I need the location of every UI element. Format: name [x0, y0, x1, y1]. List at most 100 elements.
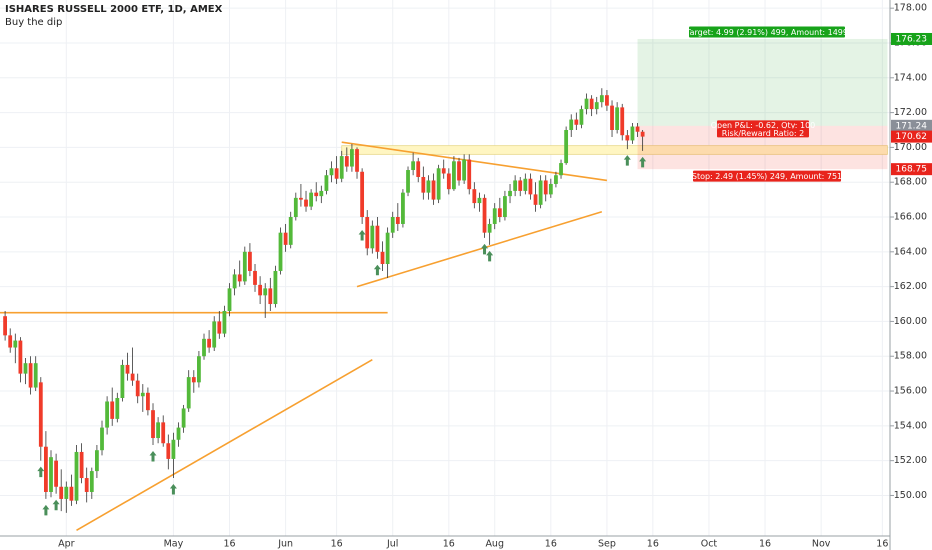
candle-body [625, 135, 630, 141]
candle-body [436, 168, 441, 200]
candle-body [278, 232, 283, 271]
candle-body [467, 159, 472, 190]
x-tick-label: Aug [485, 539, 504, 550]
candle-body [227, 288, 232, 311]
y-tick-label: 168.00 [894, 177, 927, 188]
candle-body [105, 401, 110, 428]
candle-body [54, 460, 59, 487]
candle-body [120, 364, 125, 398]
candle-body [574, 119, 579, 125]
candle-body [309, 192, 314, 207]
x-tick-label: Jul [386, 539, 398, 550]
pnl-label: Open P&L: -0.62, Qty: 100 [711, 121, 816, 130]
candle-body [630, 126, 635, 141]
x-tick-label: 16 [647, 539, 659, 550]
entry-price: 171.24 [896, 121, 928, 131]
candle-body [334, 168, 339, 179]
stop-label-box [693, 170, 841, 182]
candle-body [283, 232, 288, 245]
x-tick-label: Apr [58, 539, 75, 550]
y-tick-label: 178.00 [894, 3, 927, 14]
candle-body [599, 95, 604, 103]
candle-body [446, 173, 451, 190]
candle-body [146, 392, 150, 411]
candle-body [548, 183, 553, 195]
candle-body [293, 197, 298, 218]
candle-body [212, 321, 217, 348]
candle-body [350, 149, 354, 167]
candle-body [503, 196, 507, 218]
candle-body [319, 190, 324, 197]
x-tick-label: 16 [223, 539, 235, 550]
x-tick-label: 16 [443, 539, 455, 550]
candle-body [360, 171, 365, 218]
candle-body [344, 156, 349, 167]
target-price-box [891, 32, 932, 45]
candle-body [554, 175, 558, 184]
candle-body [508, 190, 512, 197]
last-price-box [891, 130, 932, 143]
chart-subtitle: Buy the dip [5, 17, 62, 28]
signal-arrow [373, 264, 381, 276]
candle-body [569, 119, 574, 130]
stop-price-box [891, 163, 932, 176]
candle-body [610, 105, 614, 130]
candle-body [533, 194, 538, 205]
candle-body [355, 149, 359, 172]
candle-body [324, 175, 329, 191]
candle-body [288, 217, 293, 245]
candle-body [242, 251, 247, 282]
ratio-label: Risk/Reward Ratio: 2 [722, 129, 804, 138]
candle-body [181, 408, 186, 428]
ratio-label-box [717, 128, 809, 138]
candle-body [416, 161, 421, 177]
candle-body [135, 380, 140, 397]
candle-body [513, 180, 518, 191]
candle-body [523, 178, 528, 191]
y-tick-label: 152.00 [894, 455, 927, 466]
candle-body [304, 199, 308, 207]
candle-body [395, 217, 400, 224]
target-zone [637, 38, 888, 126]
candle-body [370, 225, 375, 249]
y-tick-label: 166.00 [894, 212, 927, 223]
target-price: 176.23 [896, 34, 928, 44]
candle-body [375, 225, 380, 252]
candle-body [605, 95, 609, 106]
candle-body [411, 161, 416, 171]
candle-body [589, 98, 594, 110]
candle-body [635, 126, 640, 132]
candle-body [222, 310, 227, 334]
candle-body [130, 373, 135, 381]
entry-price-box [891, 119, 932, 132]
x-tick-label: Sep [598, 539, 616, 550]
signal-arrow [149, 450, 157, 462]
candle-body [457, 161, 461, 181]
signal-arrow [639, 156, 647, 168]
candle-body [543, 180, 548, 195]
pnl-label-box [717, 120, 809, 130]
candle-body [390, 217, 395, 233]
signal-arrow [169, 484, 177, 495]
candle-body [482, 197, 487, 233]
candle-body [421, 176, 426, 193]
candle-body [197, 356, 201, 383]
candle-body [49, 457, 53, 492]
candle-body [156, 422, 161, 439]
candle-body [584, 98, 589, 110]
candle-body [615, 107, 620, 130]
candle-body [38, 382, 43, 447]
candle-body [3, 316, 8, 336]
candle-body [472, 189, 477, 204]
signal-arrow [358, 229, 366, 241]
signal-arrow [42, 504, 50, 516]
candle-body [74, 451, 79, 501]
candle-body [441, 168, 446, 174]
x-tick-label: Nov [812, 539, 831, 550]
candle-body [401, 192, 405, 224]
x-tick-label: 16 [759, 539, 771, 550]
y-tick-label: 164.00 [894, 246, 927, 257]
candle-body [314, 192, 319, 197]
signal-arrow [37, 466, 45, 478]
candle-body [462, 159, 467, 181]
